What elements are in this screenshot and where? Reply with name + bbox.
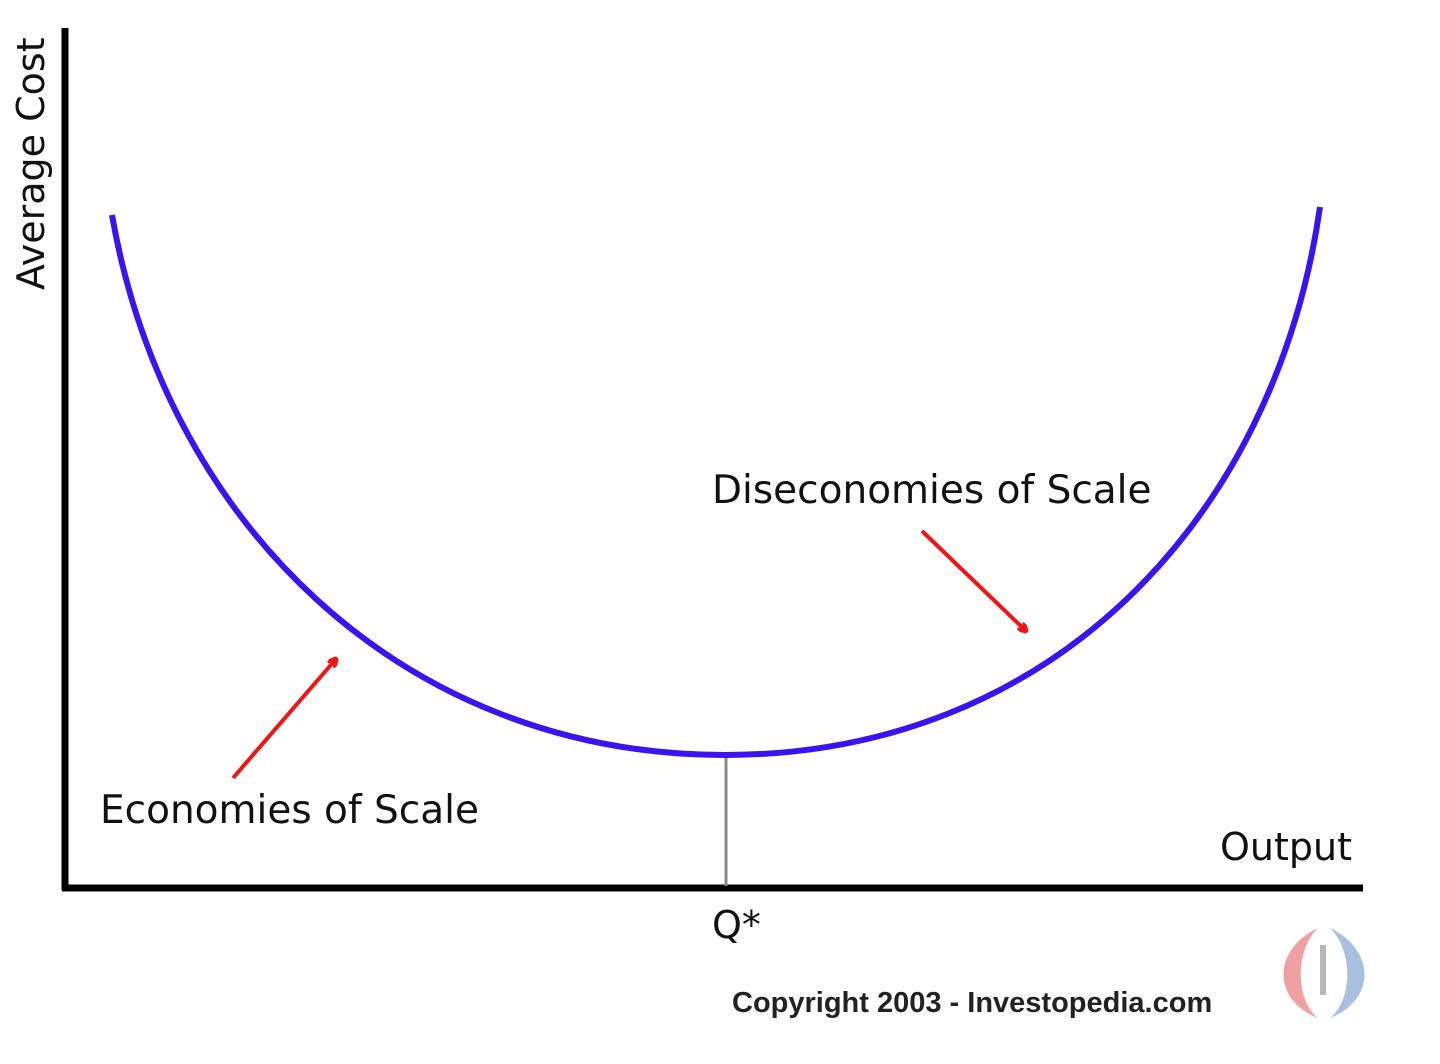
x-axis-label: Output bbox=[1220, 825, 1352, 869]
average-cost-curve bbox=[109, 206, 1323, 759]
diseconomies-of-scale-label: Diseconomies of Scale bbox=[712, 468, 1152, 513]
q-star-label: Q* bbox=[712, 903, 761, 947]
y-axis-label: Average Cost bbox=[9, 37, 53, 290]
economies-arrow bbox=[231, 659, 336, 780]
economies-of-scale-label: Economies of Scale bbox=[100, 788, 479, 833]
diseconomies-arrow bbox=[920, 529, 1026, 631]
investopedia-logo bbox=[1283, 928, 1365, 1018]
copyright-text: Copyright 2003 - Investopedia.com bbox=[732, 987, 1212, 1019]
